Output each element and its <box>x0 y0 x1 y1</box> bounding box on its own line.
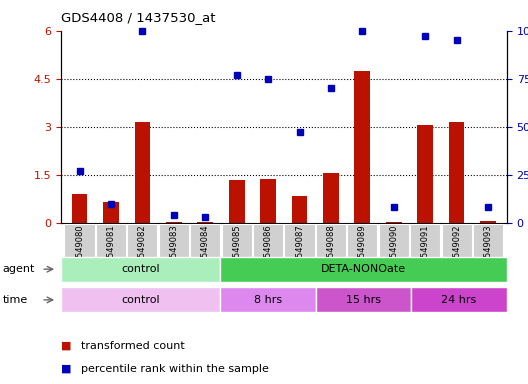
Text: GSM549087: GSM549087 <box>295 225 304 275</box>
Text: GSM549089: GSM549089 <box>358 225 367 275</box>
Text: GSM549083: GSM549083 <box>169 225 178 275</box>
Bar <box>72 194 88 223</box>
FancyBboxPatch shape <box>379 223 409 266</box>
FancyBboxPatch shape <box>190 223 220 266</box>
Text: GDS4408 / 1437530_at: GDS4408 / 1437530_at <box>61 12 215 25</box>
Text: DETA-NONOate: DETA-NONOate <box>321 264 406 274</box>
Text: GSM549091: GSM549091 <box>421 225 430 275</box>
Text: GSM549081: GSM549081 <box>107 225 116 275</box>
FancyBboxPatch shape <box>222 223 252 266</box>
FancyBboxPatch shape <box>285 223 315 266</box>
Bar <box>449 122 465 223</box>
FancyBboxPatch shape <box>220 257 507 282</box>
FancyBboxPatch shape <box>96 223 126 266</box>
Bar <box>386 222 402 223</box>
FancyBboxPatch shape <box>127 223 157 266</box>
FancyBboxPatch shape <box>159 223 189 266</box>
FancyBboxPatch shape <box>316 287 411 313</box>
Text: 8 hrs: 8 hrs <box>254 295 282 305</box>
FancyBboxPatch shape <box>411 287 507 313</box>
FancyBboxPatch shape <box>220 287 316 313</box>
Text: GSM549086: GSM549086 <box>263 225 272 275</box>
FancyBboxPatch shape <box>61 257 220 282</box>
FancyBboxPatch shape <box>473 223 503 266</box>
Bar <box>323 173 339 223</box>
FancyBboxPatch shape <box>410 223 440 266</box>
FancyBboxPatch shape <box>316 223 346 266</box>
Text: GSM549090: GSM549090 <box>389 225 398 275</box>
Text: time: time <box>3 295 28 305</box>
Text: ■: ■ <box>61 364 71 374</box>
Bar <box>354 71 370 223</box>
Text: percentile rank within the sample: percentile rank within the sample <box>81 364 269 374</box>
Bar <box>480 221 496 223</box>
Text: GSM549085: GSM549085 <box>232 225 241 275</box>
Text: control: control <box>121 295 159 305</box>
Text: 24 hrs: 24 hrs <box>441 295 477 305</box>
Bar <box>229 180 244 223</box>
Bar <box>197 222 213 223</box>
Bar <box>291 195 307 223</box>
FancyBboxPatch shape <box>347 223 378 266</box>
Text: GSM549082: GSM549082 <box>138 225 147 275</box>
Bar <box>417 125 433 223</box>
FancyBboxPatch shape <box>61 287 220 313</box>
Bar <box>135 122 150 223</box>
Bar <box>260 179 276 223</box>
FancyBboxPatch shape <box>441 223 472 266</box>
Text: GSM549080: GSM549080 <box>75 225 84 275</box>
Text: 15 hrs: 15 hrs <box>346 295 381 305</box>
Text: GSM549093: GSM549093 <box>484 225 493 275</box>
Text: control: control <box>121 264 159 274</box>
FancyBboxPatch shape <box>64 223 95 266</box>
Text: ■: ■ <box>61 341 71 351</box>
Bar <box>103 202 119 223</box>
Text: transformed count: transformed count <box>81 341 184 351</box>
Text: GSM549092: GSM549092 <box>452 225 461 275</box>
Text: GSM549084: GSM549084 <box>201 225 210 275</box>
Bar <box>166 222 182 223</box>
Text: GSM549088: GSM549088 <box>326 225 335 275</box>
Text: agent: agent <box>3 264 35 274</box>
FancyBboxPatch shape <box>253 223 283 266</box>
